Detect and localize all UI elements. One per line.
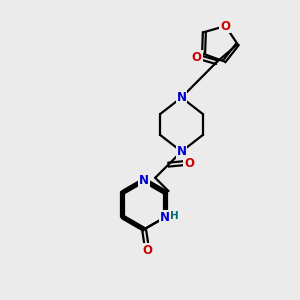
Text: N: N — [176, 91, 187, 104]
Text: N: N — [160, 211, 170, 224]
Text: H: H — [170, 211, 179, 220]
Text: O: O — [184, 157, 194, 170]
Text: O: O — [142, 244, 152, 256]
Text: N: N — [139, 174, 149, 187]
Text: O: O — [220, 20, 230, 32]
Text: N: N — [176, 145, 187, 158]
Text: O: O — [192, 50, 202, 64]
